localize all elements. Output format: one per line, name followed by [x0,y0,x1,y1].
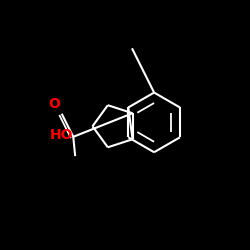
Text: HO: HO [50,128,74,142]
Text: O: O [48,97,60,111]
